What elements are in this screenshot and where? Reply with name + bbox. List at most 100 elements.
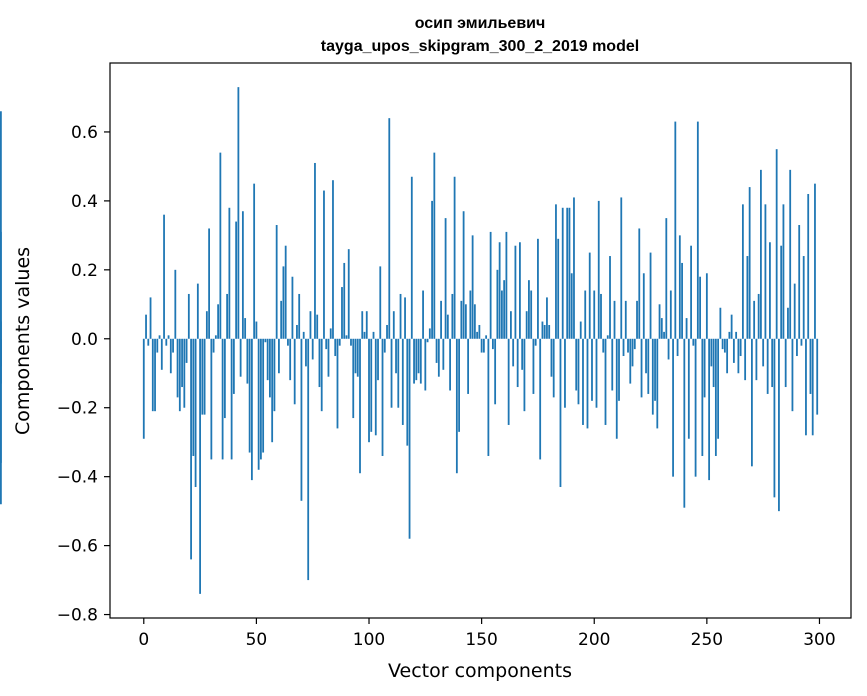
bar-209 — [613, 300, 616, 339]
bar-53 — [262, 338, 265, 453]
bar-265 — [739, 338, 742, 357]
bar-119 — [410, 176, 413, 339]
bar-199 — [591, 338, 593, 401]
bar-168 — [521, 338, 524, 370]
bar-205 — [604, 338, 607, 425]
bar-106 — [381, 338, 384, 456]
bar-6 — [156, 338, 159, 353]
bar-282 — [778, 338, 780, 512]
bar-149 — [478, 324, 481, 339]
y-tick-label: 0.4 — [71, 192, 98, 212]
bar-175 — [537, 238, 539, 339]
y-axis-ticks: −0.8 −0.6 −0.4 −0.2 0.0 0.2 0.4 0.6 — [57, 123, 110, 626]
bar-4 — [151, 338, 154, 412]
bar-124 — [422, 290, 424, 339]
x-axis-ticks: 0 50 100 150 200 250 300 — [138, 618, 836, 650]
y-tick-label: −0.6 — [57, 537, 98, 557]
bar-164 — [512, 338, 515, 367]
bar-117 — [406, 338, 409, 446]
bar-60 — [278, 338, 280, 374]
bar-245 — [694, 338, 697, 477]
bar-76 — [314, 162, 316, 339]
bar-32 — [214, 335, 217, 339]
bar-45 — [244, 318, 247, 339]
bar-144 — [467, 338, 470, 394]
bar-82 — [327, 338, 330, 377]
bar-231 — [663, 331, 665, 339]
bar-52 — [260, 338, 262, 460]
y-tick-label: 0.6 — [71, 123, 98, 143]
bar-287 — [789, 169, 792, 339]
bar-285 — [784, 338, 787, 388]
bar-201 — [595, 338, 598, 408]
bar-63 — [284, 245, 287, 339]
bar-48 — [250, 338, 253, 481]
bar-undefined — [0, 231, 2, 339]
bar-57 — [271, 338, 274, 443]
bar-247 — [699, 276, 701, 339]
bar-28 — [205, 311, 208, 339]
bar-67 — [293, 338, 296, 405]
bar-undefined — [0, 338, 2, 505]
bar-17 — [181, 338, 183, 388]
bar-90 — [345, 335, 348, 339]
bar-162 — [507, 338, 510, 425]
bar-138 — [453, 176, 456, 339]
bar-240 — [683, 338, 686, 508]
bar-59 — [275, 225, 278, 339]
bar-203 — [600, 293, 602, 339]
bar-87 — [338, 338, 341, 346]
bar-122 — [417, 338, 420, 374]
bar-9 — [163, 214, 165, 339]
bar-24 — [196, 283, 199, 339]
bar-161 — [505, 231, 508, 339]
bar-216 — [629, 338, 632, 384]
bar-38 — [228, 207, 231, 339]
bar-271 — [753, 300, 756, 339]
bar-62 — [282, 266, 285, 339]
bar-243 — [690, 245, 692, 339]
bar-51 — [257, 338, 260, 470]
bar-series — [0, 87, 819, 594]
bar-163 — [510, 311, 512, 339]
x-tick-label: 250 — [691, 630, 723, 650]
bar-221 — [640, 338, 643, 398]
bar-183 — [555, 204, 557, 339]
bar-214 — [624, 300, 627, 339]
bar-18 — [183, 338, 186, 408]
bar-212 — [620, 197, 623, 339]
bar-160 — [503, 280, 506, 339]
bar-2 — [147, 338, 150, 346]
bar-249 — [703, 338, 706, 398]
bar-179 — [546, 297, 548, 339]
bar-135 — [446, 314, 449, 339]
bar-73 — [307, 338, 310, 581]
bar-283 — [780, 245, 783, 339]
bar-288 — [791, 338, 794, 412]
bar-93 — [352, 338, 355, 419]
bar-295 — [807, 193, 810, 339]
bar-254 — [714, 338, 717, 456]
bar-20 — [187, 293, 190, 339]
bar-43 — [239, 338, 242, 377]
bar-158 — [498, 242, 501, 339]
bar-194 — [579, 321, 582, 339]
bar-196 — [584, 290, 587, 339]
bar-174 — [534, 338, 537, 346]
bar-195 — [582, 338, 584, 425]
bar-131 — [437, 338, 440, 377]
bar-77 — [316, 314, 319, 339]
bar-112 — [395, 338, 397, 374]
bar-157 — [496, 269, 499, 339]
bar-109 — [388, 118, 391, 339]
bar-192 — [575, 338, 578, 391]
bar-22 — [192, 338, 195, 456]
bar-258 — [723, 338, 726, 353]
bar-100 — [368, 338, 370, 443]
bar-132 — [440, 300, 442, 339]
bar-211 — [618, 338, 620, 401]
bar-223 — [645, 338, 647, 374]
bar-277 — [766, 338, 769, 394]
bar-37 — [226, 293, 229, 339]
bar-181 — [550, 338, 553, 377]
